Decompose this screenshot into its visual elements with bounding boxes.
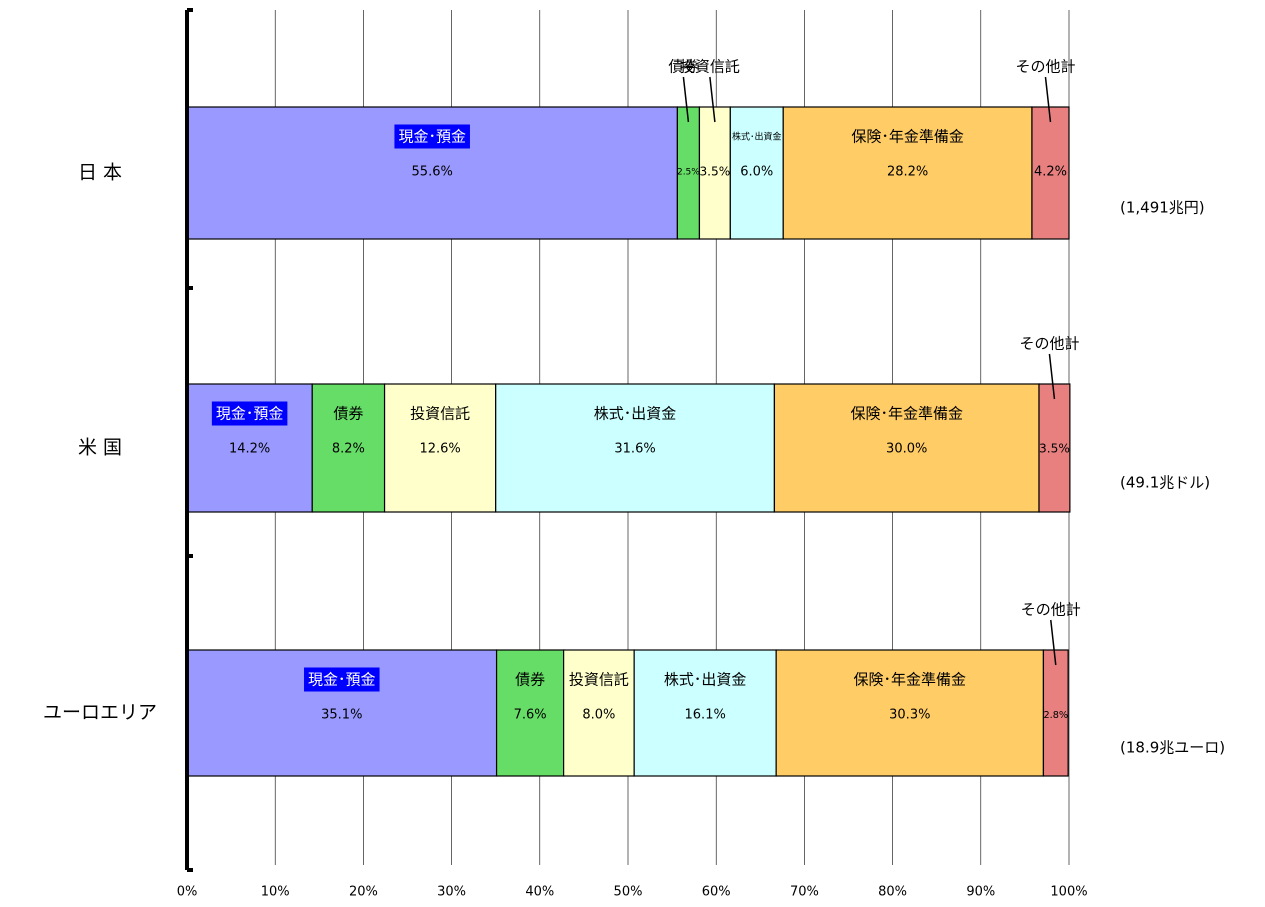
x-tick-label: 60%	[702, 885, 731, 900]
value-label: 16.1%	[685, 708, 726, 723]
bar-segment	[1042, 649, 1069, 777]
category-label: 米 国	[78, 437, 122, 459]
label-bg	[211, 401, 288, 426]
segment-name: 保険･年金準備金	[854, 671, 967, 689]
bar-segment	[698, 106, 731, 240]
total-label: (49.1兆ドル)	[1120, 474, 1210, 492]
segment-name: その他計	[1015, 58, 1075, 76]
label-bg	[394, 124, 470, 149]
segment-name: 現金･預金	[398, 128, 466, 146]
segment-name: 投資信託	[680, 58, 740, 76]
value-label: 30.0%	[886, 442, 927, 457]
segment-name: 保険･年金準備金	[850, 405, 963, 423]
value-label: 6.0%	[740, 165, 773, 180]
bar-segment	[383, 383, 497, 513]
bar-segment	[311, 383, 386, 513]
value-label: 2.8%	[1043, 710, 1068, 721]
value-label: 4.2%	[1034, 165, 1067, 180]
x-tick-label: 30%	[437, 885, 466, 900]
bar-segment	[773, 383, 1040, 513]
leader-line	[1048, 353, 1056, 400]
x-tick-label: 100%	[1050, 885, 1087, 900]
total-label: (1,491兆円)	[1120, 199, 1205, 217]
value-label: 3.5%	[1039, 442, 1070, 456]
leader-line	[1050, 619, 1057, 666]
value-label: 3.5%	[699, 165, 730, 179]
value-label: 7.6%	[514, 708, 547, 723]
total-label: (18.9兆ユーロ)	[1120, 739, 1225, 757]
segment-name: 債券	[333, 405, 363, 423]
bar-segment	[775, 649, 1045, 777]
x-tick-label: 80%	[878, 885, 907, 900]
value-label: 28.2%	[887, 165, 928, 180]
segment-name: 現金･預金	[216, 405, 284, 423]
bar-segment	[1038, 383, 1071, 513]
label-bg	[304, 667, 380, 692]
value-label: 31.6%	[614, 442, 655, 457]
segment-name: 株式･出資金	[664, 671, 747, 689]
segment-name: 現金･預金	[308, 671, 376, 689]
bar-segment	[729, 106, 784, 240]
segment-name: 保険･年金準備金	[851, 128, 964, 146]
x-tick-label: 10%	[261, 885, 290, 900]
segment-name: その他計	[1021, 601, 1081, 619]
segment-name: 株式･出資金	[732, 131, 782, 143]
segment-name: 株式･出資金	[594, 405, 677, 423]
bar-segment	[1031, 106, 1070, 240]
value-label: 30.3%	[889, 708, 930, 723]
x-tick-label: 0%	[177, 885, 198, 900]
category-label: ユーロエリア	[43, 702, 157, 724]
bar-segment	[495, 383, 776, 513]
value-label: 35.1%	[321, 708, 362, 723]
value-label: 14.2%	[229, 442, 270, 457]
x-tick-label: 90%	[966, 885, 995, 900]
value-label: 55.6%	[412, 165, 453, 180]
segment-name: 債券	[668, 58, 698, 76]
value-label: 8.0%	[582, 708, 615, 723]
leader-line	[1044, 76, 1052, 123]
category-label: 日 本	[78, 162, 122, 184]
x-tick-label: 70%	[790, 885, 819, 900]
leader-line	[682, 76, 690, 123]
x-tick-label: 50%	[614, 885, 643, 900]
value-label: 2.5%	[677, 168, 700, 178]
value-label: 12.6%	[419, 442, 460, 457]
segment-name: 投資信託	[569, 671, 629, 689]
value-label: 8.2%	[332, 442, 365, 457]
segment-name: 債券	[515, 671, 545, 689]
leader-line	[709, 76, 716, 123]
bar-segment	[782, 106, 1033, 240]
x-tick-label: 40%	[525, 885, 554, 900]
bar-segment	[633, 649, 777, 777]
bar-segment	[563, 649, 635, 777]
segment-name: その他計	[1019, 335, 1079, 353]
x-tick-label: 20%	[349, 885, 378, 900]
segment-name: 投資信託	[410, 405, 470, 423]
